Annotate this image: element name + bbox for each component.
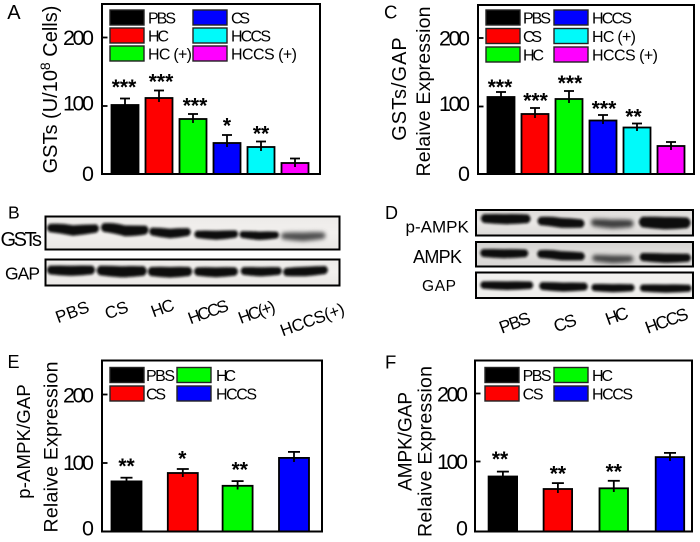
svg-text:HC: HC xyxy=(603,302,631,329)
svg-text:200: 200 xyxy=(439,27,470,51)
svg-text:**: ** xyxy=(625,106,642,129)
svg-text:HC: HC xyxy=(592,368,613,385)
svg-text:100: 100 xyxy=(63,451,94,475)
svg-text:E: E xyxy=(8,352,20,372)
svg-text:PBS: PBS xyxy=(523,11,551,28)
svg-text:Relaive Expression: Relaive Expression xyxy=(41,362,63,533)
svg-text:PBS: PBS xyxy=(523,368,552,385)
svg-text:PBS: PBS xyxy=(53,297,92,327)
svg-text:D: D xyxy=(385,203,398,223)
svg-text:**: ** xyxy=(118,455,135,478)
svg-text:100: 100 xyxy=(437,450,468,474)
svg-text:HCCS: HCCS xyxy=(216,387,257,404)
svg-text:**: ** xyxy=(550,463,567,486)
svg-text:CS: CS xyxy=(231,11,250,28)
svg-text:***: *** xyxy=(523,90,548,113)
svg-text:100: 100 xyxy=(63,92,94,116)
svg-text:Relaive Expression: Relaive Expression xyxy=(415,366,437,537)
svg-text:HCCS (+): HCCS (+) xyxy=(231,47,297,64)
svg-text:HC: HC xyxy=(216,368,236,385)
svg-text:***: *** xyxy=(592,98,617,121)
svg-text:**: ** xyxy=(492,448,509,471)
svg-text:HCCS (+): HCCS (+) xyxy=(592,48,658,65)
svg-text:HCCS: HCCS xyxy=(642,304,691,338)
svg-text:GAP: GAP xyxy=(422,278,456,295)
svg-text:***: *** xyxy=(488,76,513,99)
svg-text:***: *** xyxy=(112,76,137,99)
svg-text:***: *** xyxy=(149,71,174,94)
svg-text:p-AMPK: p-AMPK xyxy=(406,218,470,237)
svg-text:GSTs/GAP: GSTs/GAP xyxy=(389,37,411,141)
svg-text:PBS: PBS xyxy=(496,308,533,338)
svg-text:HCCS: HCCS xyxy=(592,11,632,28)
svg-text:CS: CS xyxy=(551,310,579,337)
svg-text:HCCS: HCCS xyxy=(231,29,271,46)
svg-text:**: ** xyxy=(253,123,270,146)
svg-text:HC (+): HC (+) xyxy=(148,47,192,64)
svg-text:p-AMPK/GAP: p-AMPK/GAP xyxy=(13,384,34,499)
svg-text:GAP: GAP xyxy=(5,264,40,284)
svg-text:*: * xyxy=(178,448,187,471)
svg-text:Relaive Expression: Relaive Expression xyxy=(413,7,435,177)
svg-text:CS: CS xyxy=(523,387,544,404)
svg-text:200: 200 xyxy=(63,384,94,408)
svg-text:**: ** xyxy=(232,459,249,482)
svg-text:A: A xyxy=(7,2,21,24)
svg-text:***: *** xyxy=(558,72,583,95)
svg-text:B: B xyxy=(8,203,20,223)
svg-text:HC: HC xyxy=(148,295,177,321)
svg-text:CS: CS xyxy=(146,387,166,404)
svg-text:CS: CS xyxy=(102,297,131,323)
svg-text:F: F xyxy=(385,352,396,373)
svg-text:0: 0 xyxy=(82,517,94,541)
svg-text:0: 0 xyxy=(458,162,470,186)
svg-text:200: 200 xyxy=(437,383,468,407)
svg-text:HCCS: HCCS xyxy=(185,296,231,328)
svg-text:C: C xyxy=(384,1,397,22)
svg-text:**: ** xyxy=(606,460,623,483)
svg-text:***: *** xyxy=(183,95,208,118)
svg-text:GSTs (U/108 Cells): GSTs (U/108 Cells) xyxy=(37,6,62,174)
svg-text:PBS: PBS xyxy=(146,368,175,385)
svg-text:HC (+): HC (+) xyxy=(592,29,636,46)
svg-text:0: 0 xyxy=(82,162,94,186)
svg-text:HC: HC xyxy=(523,48,544,65)
svg-text:HC: HC xyxy=(148,29,169,46)
svg-text:HC(+): HC(+) xyxy=(236,297,278,328)
svg-text:HCCS: HCCS xyxy=(592,387,633,404)
svg-text:0: 0 xyxy=(456,517,468,541)
svg-text:CS: CS xyxy=(523,29,542,46)
svg-text:*: * xyxy=(223,115,232,138)
svg-text:GSTs: GSTs xyxy=(1,229,43,251)
svg-text:AMPK/GAP: AMPK/GAP xyxy=(396,392,417,491)
svg-text:100: 100 xyxy=(439,92,470,116)
svg-text:200: 200 xyxy=(63,26,94,50)
svg-text:AMPK: AMPK xyxy=(413,247,462,267)
svg-text:HCCS(+): HCCS(+) xyxy=(278,299,347,340)
svg-text:PBS: PBS xyxy=(148,11,176,28)
